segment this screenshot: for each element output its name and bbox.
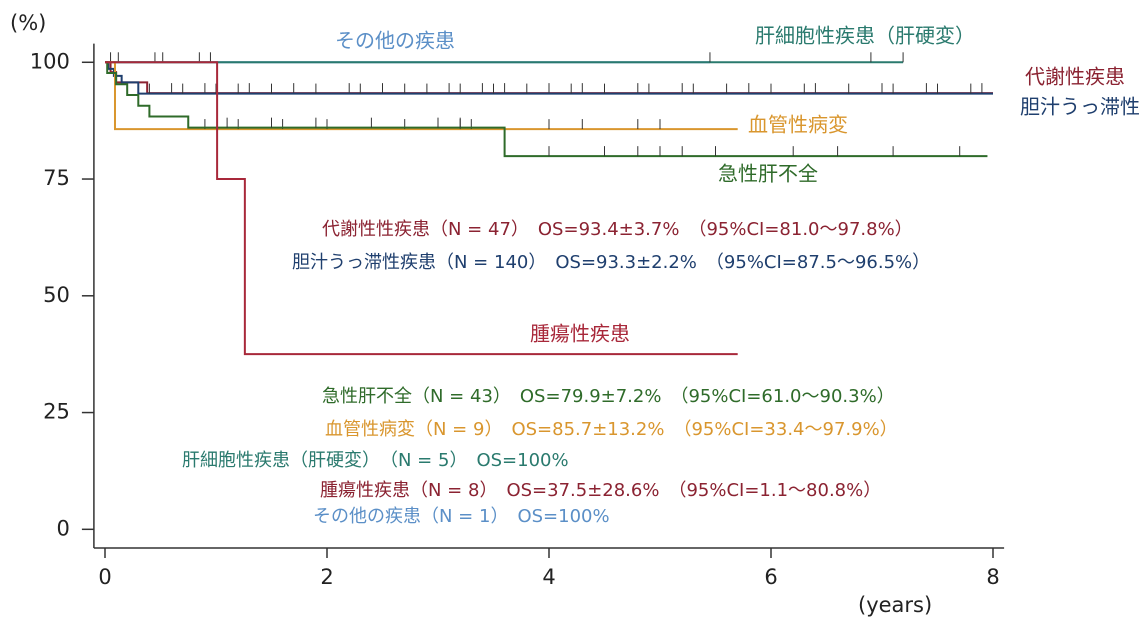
annotation: その他の疾患（N = 1） OS=100% <box>313 506 610 527</box>
series-label: 胆汁うっ滞性疾患 <box>1020 95 1139 119</box>
x-tick-label: 6 <box>764 565 777 589</box>
series-label: 急性肝不全 <box>718 162 818 186</box>
survival-curve <box>105 61 988 158</box>
series-label: 代謝性疾患 <box>1025 65 1125 89</box>
series-label: 腫瘍性疾患 <box>530 322 630 346</box>
annotation: 代謝性性疾患（N = 47） OS=93.4±3.7% （95%CI=81.0～… <box>322 219 913 240</box>
y-axis-label: (%) <box>10 11 46 35</box>
x-tick-label: 0 <box>98 565 111 589</box>
x-tick-label: 2 <box>320 565 333 589</box>
y-tick-label: 100 <box>30 49 70 73</box>
annotation: 血管性病変（N = 9） OS=85.7±13.2% （95%CI=33.4～9… <box>325 419 898 440</box>
y-tick-label: 25 <box>43 400 70 424</box>
survival-curve <box>105 61 738 356</box>
x-axis-label: (years) <box>858 593 932 617</box>
series-label: 肝細胞性疾患（肝硬変） <box>755 24 975 48</box>
x-tick-label: 4 <box>542 565 555 589</box>
y-tick-label: 75 <box>43 166 70 190</box>
x-tick-label: 8 <box>986 565 999 589</box>
survival-curve <box>105 61 738 131</box>
annotation: 胆汁うっ滞性疾患（N = 140） OS=93.3±2.2% （95%CI=87… <box>292 252 930 273</box>
annotation: 腫瘍性疾患（N = 8） OS=37.5±28.6% （95%CI=1.1～80… <box>320 480 881 501</box>
y-tick-label: 0 <box>57 516 70 540</box>
series-label: その他の疾患 <box>335 29 455 53</box>
survival-curve <box>105 61 993 95</box>
series-label: 血管性病変 <box>748 113 848 137</box>
annotation: 急性肝不全（N = 43） OS=79.9±7.2% （95%CI=61.0～9… <box>322 386 895 407</box>
annotation: 肝細胞性疾患（肝硬変） （N = 5） OS=100% <box>182 450 569 471</box>
y-tick-label: 50 <box>43 283 70 307</box>
